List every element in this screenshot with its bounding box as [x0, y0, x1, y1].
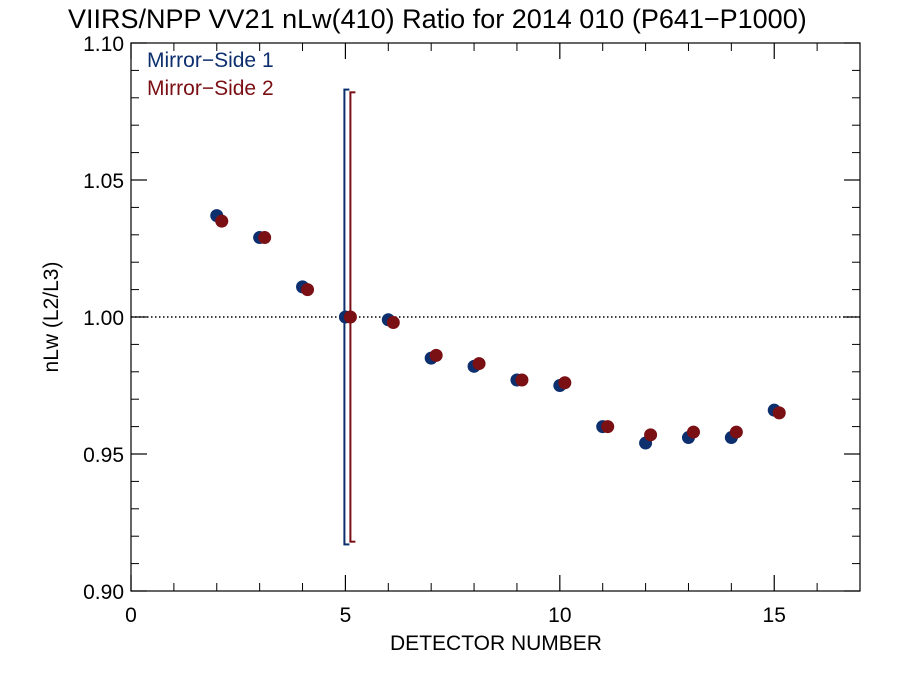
y-tick-label: 1.10 — [83, 33, 124, 56]
data-point-series-2 — [515, 373, 529, 387]
x-tick-label: 0 — [125, 604, 137, 627]
data-point-series-2 — [601, 420, 615, 434]
legend-entry-mirror-side-1: Mirror−Side 1 — [147, 49, 274, 72]
x-axis-label: DETECTOR NUMBER — [390, 632, 602, 655]
y-axis-label: nLw (L2/L3) — [40, 262, 63, 373]
x-tick-label: 15 — [763, 604, 786, 627]
data-point-series-2 — [772, 406, 786, 420]
legend-entry-mirror-side-2: Mirror−Side 2 — [147, 77, 274, 100]
data-point-series-2 — [729, 425, 743, 439]
y-tick-label: 1.00 — [83, 307, 124, 330]
data-point-series-2 — [644, 428, 658, 442]
data-point-series-2 — [343, 310, 357, 324]
data-point-series-2 — [258, 231, 272, 245]
data-points — [210, 209, 786, 450]
y-tick-label: 0.90 — [83, 581, 124, 604]
minor-ticks — [131, 43, 860, 591]
major-ticks — [130, 42, 860, 592]
data-point-series-2 — [472, 357, 486, 371]
data-point-series-2 — [215, 214, 229, 228]
data-point-series-2 — [429, 348, 443, 362]
x-tick-label: 10 — [548, 604, 571, 627]
data-point-series-2 — [301, 283, 315, 297]
x-tick-labels: 0 5 10 15 — [125, 604, 786, 627]
legend: Mirror−Side 1 Mirror−Side 2 — [147, 49, 274, 100]
data-point-series-2 — [386, 315, 400, 329]
data-point-series-2 — [686, 425, 700, 439]
chart-title: VIIRS/NPP VV21 nLw(410) Ratio for 2014 0… — [68, 4, 807, 34]
y-tick-label: 1.05 — [83, 170, 124, 193]
y-tick-labels: 0.90 0.95 1.00 1.05 1.10 — [83, 33, 124, 604]
x-tick-label: 5 — [340, 604, 352, 627]
data-point-series-2 — [558, 376, 572, 390]
y-tick-label: 0.95 — [83, 444, 124, 467]
